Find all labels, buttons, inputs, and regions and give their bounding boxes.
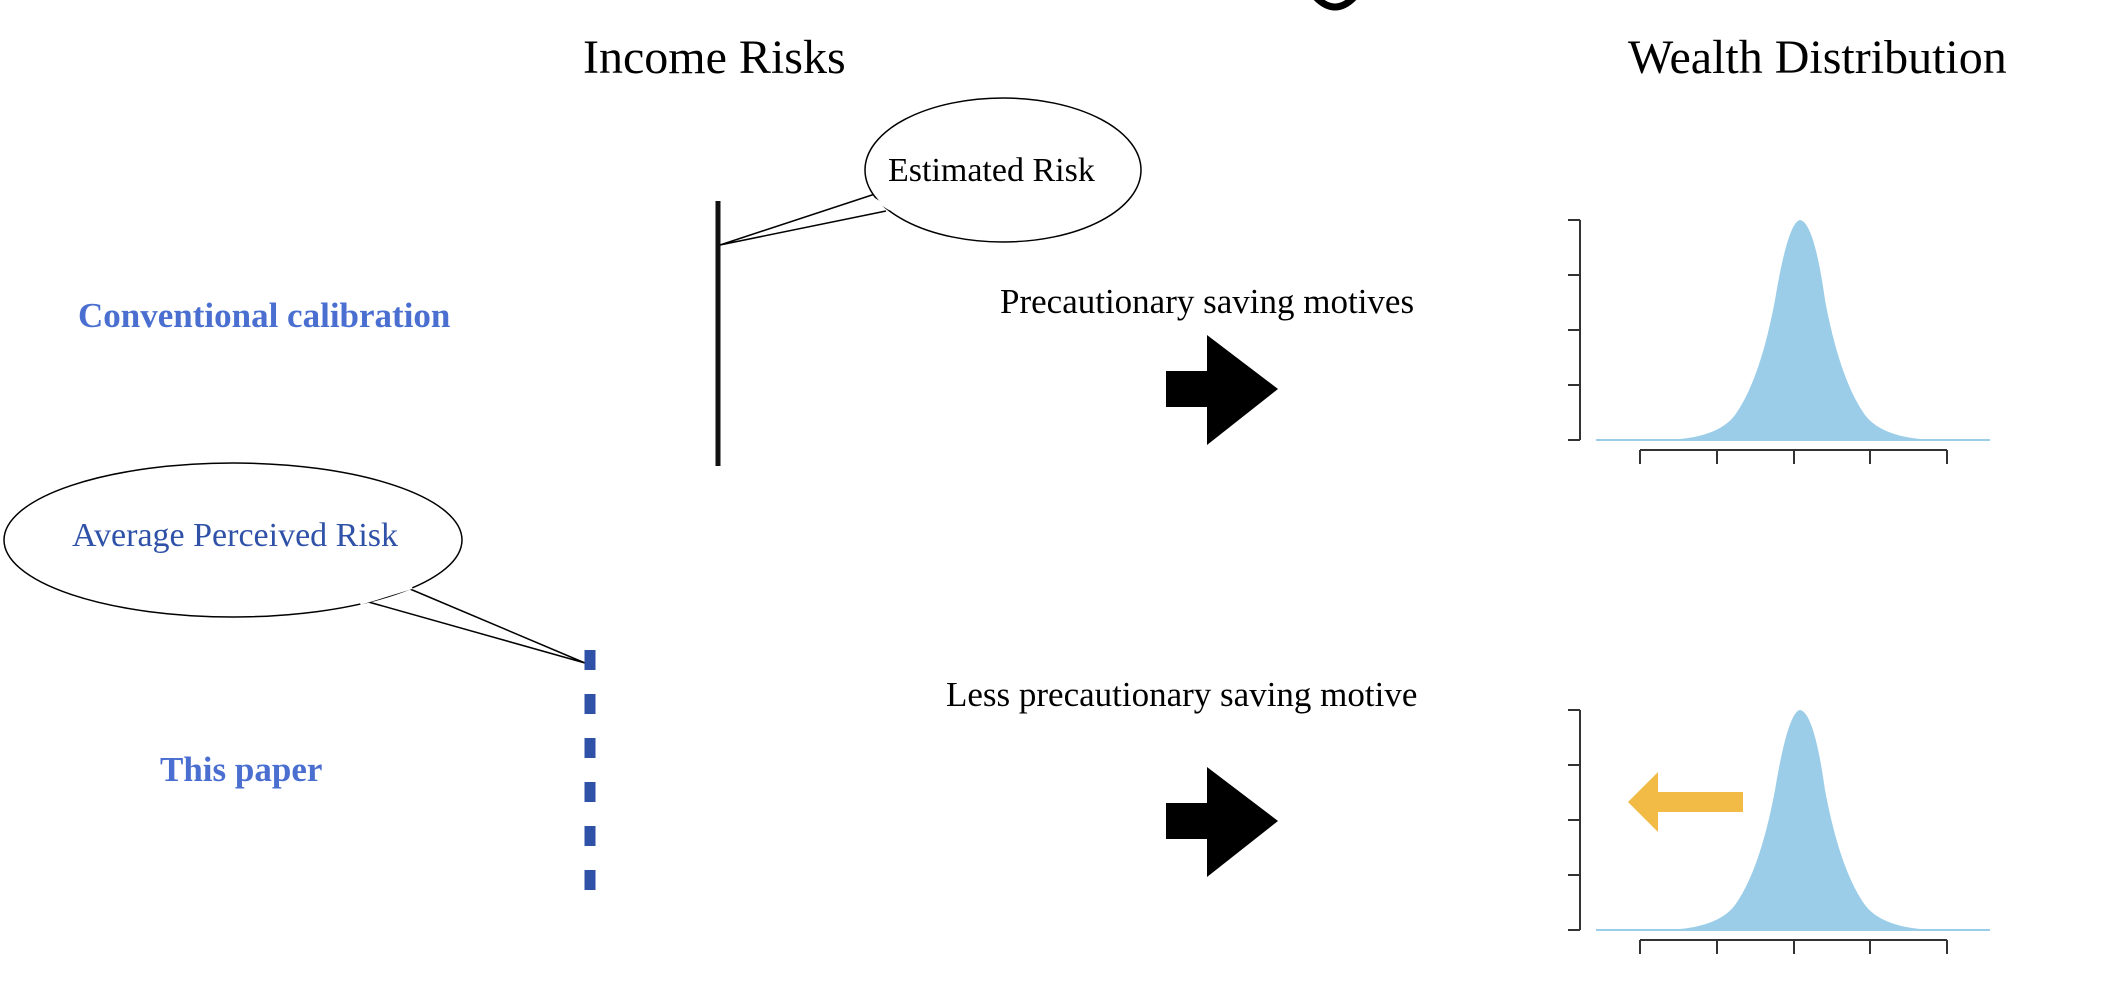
estimated-risk-text: Estimated Risk	[888, 152, 1095, 189]
right-arrow-icon	[1166, 767, 1278, 877]
estimated-risk-line	[715, 201, 721, 466]
left-arrow-icon	[1628, 772, 1743, 832]
conventional-calibration-label: Conventional calibration	[78, 296, 451, 335]
less-precautionary-motive-text: Less precautionary saving motive	[946, 675, 1418, 714]
perceived-risk-text: Average Perceived Risk	[72, 517, 399, 554]
wealth-distribution-header: Wealth Distribution	[1628, 31, 2007, 84]
precautionary-motive-text: Precautionary saving motives	[1000, 282, 1415, 321]
right-arrow-icon	[1166, 335, 1278, 445]
wealth-histogram-paper	[1568, 709, 1990, 954]
this-paper-label: This paper	[160, 750, 323, 789]
wealth-histogram-conventional	[1568, 219, 1990, 464]
income-risks-header: Income Risks	[583, 31, 846, 84]
perceived-risk-line	[584, 650, 596, 900]
estimated-risk-bubble	[719, 97, 1142, 246]
title-fragment	[1313, 0, 1357, 11]
perceived-risk-bubble	[3, 462, 586, 664]
